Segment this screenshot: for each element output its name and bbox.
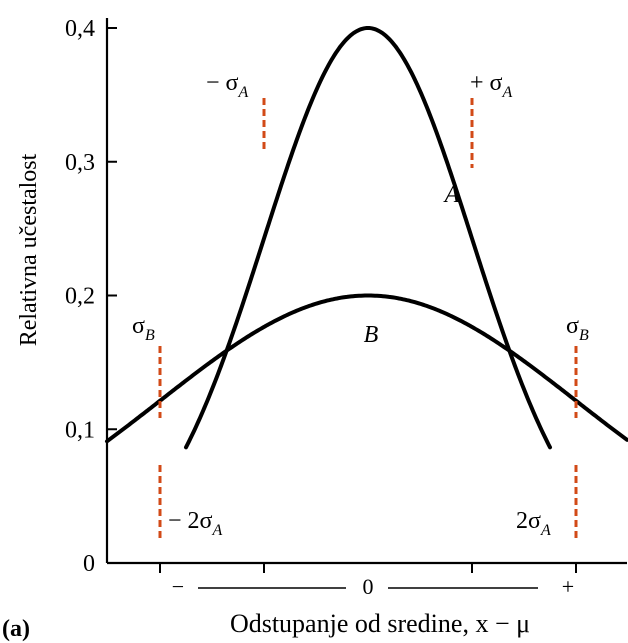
curve-B <box>105 293 628 444</box>
curve-label-B: B <box>364 322 379 348</box>
sigma-label-B-minus1: σB <box>132 313 155 344</box>
x-axis-label: Odstupanje od sredine, x − μ <box>230 609 530 638</box>
curves <box>105 26 628 450</box>
sigma-label-A-minus1: − σA <box>206 70 248 101</box>
panel-label: (a) <box>2 616 30 642</box>
x-minus-label: − <box>172 574 184 599</box>
x-plus-label: + <box>562 574 574 599</box>
y-tick-label: 0,4 <box>65 16 95 42</box>
y-tick-label: 0 <box>83 551 95 577</box>
sigma-markers <box>158 98 578 538</box>
axes <box>105 18 627 589</box>
sigma-label-A-plus2: 2σA <box>516 508 551 539</box>
y-tick-label: 0,2 <box>65 284 95 310</box>
x-center-label: 0 <box>363 574 374 599</box>
y-ticks: 0 0,1 0,2 0,3 0,4 <box>65 16 117 577</box>
curve-label-A: A <box>443 182 460 208</box>
y-axis-label: Relativna učestalost <box>16 153 42 346</box>
sigma-label-B-plus1: σB <box>566 313 589 344</box>
y-tick-label: 0,1 <box>65 417 95 443</box>
sigma-label-A-plus1: + σA <box>470 70 512 101</box>
sigma-label-A-minus2: − 2σA <box>168 508 222 539</box>
y-tick-label: 0,3 <box>65 150 95 176</box>
curve-A <box>184 26 552 450</box>
